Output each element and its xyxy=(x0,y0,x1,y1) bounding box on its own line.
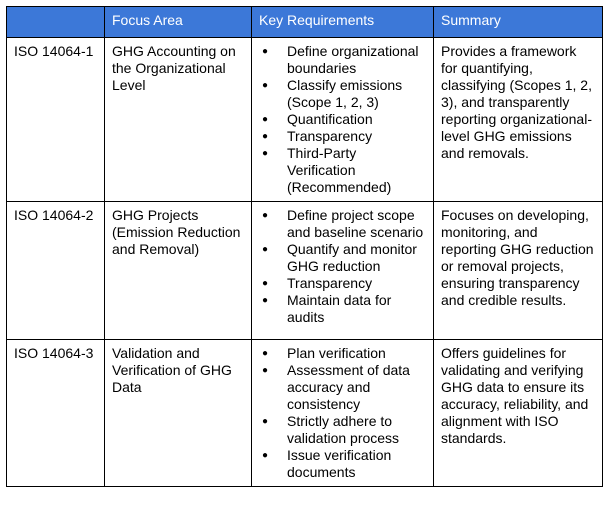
standard-cell: ISO 14064-3 xyxy=(6,339,105,487)
requirement-item: Quantification xyxy=(262,111,427,128)
requirements-list: Define project scope and baseline scenar… xyxy=(259,207,427,326)
requirements-list: Plan verificationAssessment of data accu… xyxy=(259,345,427,481)
requirement-item: Transparency xyxy=(262,128,427,145)
header-summary: Summary xyxy=(433,6,603,38)
requirements-cell: Plan verificationAssessment of data accu… xyxy=(251,339,434,487)
requirement-item: Maintain data for audits xyxy=(262,292,427,326)
requirement-item: Define organizational boundaries xyxy=(262,43,427,77)
header-standard xyxy=(6,6,105,38)
iso-14064-table: Focus Area Key Requirements Summary ISO … xyxy=(6,6,603,487)
table-row: ISO 14064-2 GHG Projects (Emission Reduct… xyxy=(6,201,603,340)
summary-cell: Offers guidelines for validating and ver… xyxy=(433,339,603,487)
focus-area-cell: GHG Accounting on the Organizational Lev… xyxy=(104,37,252,202)
header-key-requirements: Key Requirements xyxy=(251,6,434,38)
requirement-item: Assessment of data accuracy and consiste… xyxy=(262,362,427,413)
requirement-item: Define project scope and baseline scenar… xyxy=(262,207,427,241)
summary-cell: Focuses on developing, monitoring, and r… xyxy=(433,201,603,340)
requirements-list: Define organizational boundariesClassify… xyxy=(259,43,427,196)
requirements-cell: Define project scope and baseline scenar… xyxy=(251,201,434,340)
requirement-item: Transparency xyxy=(262,275,427,292)
requirement-item: Classify emissions (Scope 1, 2, 3) xyxy=(262,77,427,111)
standard-cell: ISO 14064-1 xyxy=(6,37,105,202)
summary-cell: Provides a framework for quantifying, cl… xyxy=(433,37,603,202)
header-row: Focus Area Key Requirements Summary xyxy=(6,6,603,38)
header-focus-area: Focus Area xyxy=(104,6,252,38)
requirements-cell: Define organizational boundariesClassify… xyxy=(251,37,434,202)
focus-area-cell: GHG Projects (Emission Reduction and Rem… xyxy=(104,201,252,340)
standard-cell: ISO 14064-2 xyxy=(6,201,105,340)
requirement-item: Strictly adhere to validation process xyxy=(262,413,427,447)
requirement-item: Issue verification documents xyxy=(262,447,427,481)
table-row: ISO 14064-3 Validation and Verification o… xyxy=(6,339,603,487)
requirement-item: Plan verification xyxy=(262,345,427,362)
table-row: ISO 14064-1 GHG Accounting on the Organiz… xyxy=(6,37,603,202)
focus-area-cell: Validation and Verification of GHG Data xyxy=(104,339,252,487)
requirement-item: Third-Party Verification (Recommended) xyxy=(262,145,427,196)
requirement-item: Quantify and monitor GHG reduction xyxy=(262,241,427,275)
